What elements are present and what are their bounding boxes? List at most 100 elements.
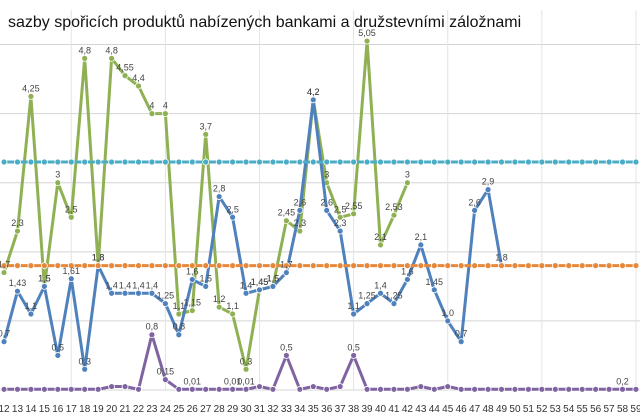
- x-tick-label: 35: [308, 404, 320, 415]
- gridlines: [0, 10, 640, 391]
- data-point: [175, 310, 183, 318]
- data-point: [40, 158, 48, 166]
- data-label: 0,01: [224, 376, 242, 386]
- data-point: [403, 262, 411, 270]
- data-point: [202, 130, 210, 138]
- data-point: [256, 286, 263, 294]
- data-point: [215, 158, 223, 166]
- data-label: 0,01: [237, 376, 255, 386]
- data-label: 2,9: [482, 177, 495, 187]
- data-point: [215, 303, 223, 311]
- data-point: [605, 262, 613, 270]
- data-label: 4,8: [105, 45, 118, 55]
- x-tick-label: 57: [604, 404, 616, 415]
- data-point: [296, 385, 304, 393]
- data-point: [0, 262, 8, 270]
- x-tick-label: 39: [361, 404, 373, 415]
- data-point: [444, 158, 452, 166]
- data-point: [363, 158, 371, 166]
- data-point: [309, 262, 317, 270]
- data-point: [27, 262, 35, 270]
- data-point: [188, 385, 196, 393]
- data-point: [525, 262, 532, 270]
- data-point: [471, 158, 479, 166]
- data-point: [121, 262, 129, 270]
- data-point: [417, 158, 425, 166]
- data-point: [269, 262, 277, 270]
- x-tick-label: 13: [12, 404, 24, 415]
- data-label: 1,4: [119, 280, 132, 290]
- data-label: 1,1: [25, 301, 38, 311]
- data-point: [498, 262, 505, 270]
- data-point: [390, 158, 398, 166]
- data-point: [457, 385, 465, 393]
- data-label: 1,7: [0, 260, 10, 270]
- data-label: 4,2: [307, 87, 320, 97]
- data-label: 1,8: [495, 253, 508, 263]
- data-point: [377, 385, 384, 393]
- data-point: [296, 158, 304, 166]
- data-point: [377, 158, 384, 166]
- x-tick-label: 49: [496, 404, 508, 415]
- data-point: [108, 383, 115, 390]
- x-tick-label: 43: [415, 404, 427, 415]
- data-point: [551, 158, 559, 166]
- data-label: 2,45: [278, 208, 296, 218]
- data-point: [592, 385, 600, 393]
- data-point: [296, 206, 304, 214]
- data-point: [0, 338, 8, 346]
- data-label: 3: [55, 170, 60, 180]
- data-point: [202, 262, 210, 270]
- data-point: [54, 262, 62, 270]
- data-point: [242, 289, 250, 297]
- data-label: 4,55: [116, 63, 134, 73]
- data-point: [498, 158, 505, 166]
- data-point: [417, 383, 425, 390]
- data-label: 1,45: [251, 277, 269, 287]
- data-point: [619, 158, 626, 166]
- x-tick-label: 21: [119, 404, 131, 415]
- data-point: [350, 210, 358, 218]
- data-point: [229, 262, 237, 270]
- data-point: [175, 331, 183, 339]
- data-point: [54, 385, 62, 393]
- data-point: [188, 158, 196, 166]
- data-point: [242, 262, 250, 270]
- data-label: 1,15: [184, 298, 202, 308]
- data-point: [135, 158, 142, 166]
- data-point: [67, 213, 75, 221]
- data-label: 0,8: [173, 322, 186, 332]
- data-label: 2,3: [11, 218, 24, 228]
- data-point: [188, 262, 196, 270]
- x-tick-label: 46: [456, 404, 468, 415]
- x-tick-label: 42: [402, 404, 414, 415]
- x-tick-label: 19: [93, 404, 105, 415]
- data-point: [282, 269, 290, 276]
- data-point: [54, 158, 62, 166]
- data-point: [81, 158, 89, 166]
- data-point: [471, 385, 479, 393]
- data-point: [632, 385, 640, 393]
- data-point: [457, 338, 465, 346]
- x-tick-label: 22: [133, 404, 145, 415]
- data-point: [390, 262, 398, 270]
- data-point: [403, 276, 411, 283]
- data-point: [54, 179, 62, 187]
- data-point: [309, 158, 317, 166]
- data-label: 1,6: [401, 266, 414, 276]
- data-label: 1,45: [251, 277, 269, 287]
- data-point: [0, 385, 8, 393]
- data-point: [161, 262, 169, 270]
- data-point: [40, 282, 48, 290]
- x-tick-label: 51: [523, 404, 535, 415]
- data-labels-layer: 1,72,34,251,532,54,81,84,84,554,44 41,11,…: [0, 28, 629, 386]
- series-line: [2, 98, 503, 371]
- data-point: [269, 282, 277, 290]
- data-point: [363, 385, 371, 393]
- data-label: 1,4: [146, 280, 159, 290]
- data-point: [336, 227, 344, 235]
- data-point: [256, 383, 263, 390]
- data-point: [377, 262, 384, 270]
- x-tick-label: 59: [630, 404, 640, 415]
- data-point: [430, 158, 438, 166]
